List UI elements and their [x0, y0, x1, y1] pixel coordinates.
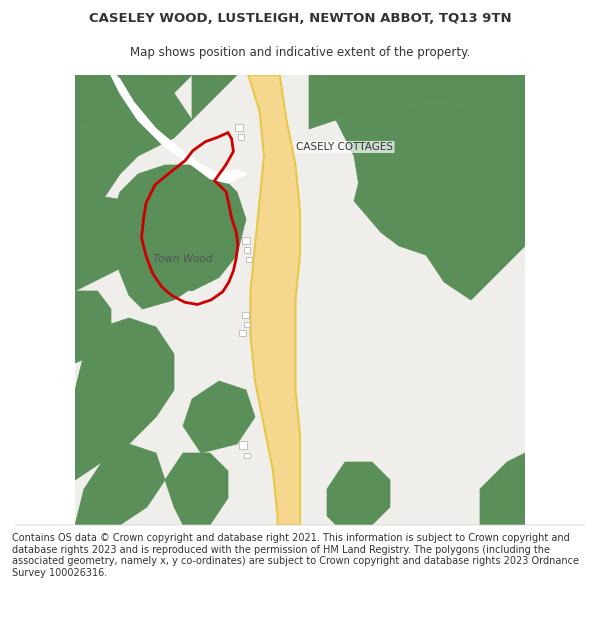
Polygon shape: [75, 444, 165, 525]
Bar: [239, 330, 247, 336]
Text: Contains OS data © Crown copyright and database right 2021. This information is : Contains OS data © Crown copyright and d…: [12, 533, 579, 578]
Polygon shape: [248, 75, 300, 525]
Polygon shape: [327, 462, 390, 525]
Polygon shape: [480, 453, 525, 525]
Polygon shape: [426, 192, 525, 300]
Polygon shape: [75, 196, 147, 291]
Polygon shape: [165, 219, 237, 291]
Bar: [238, 134, 244, 140]
Polygon shape: [165, 453, 228, 525]
Bar: [241, 312, 249, 318]
Bar: [241, 236, 250, 244]
Bar: [244, 453, 250, 458]
Polygon shape: [336, 102, 525, 201]
Bar: [239, 441, 247, 449]
Polygon shape: [309, 75, 525, 129]
Text: Map shows position and indicative extent of the property.: Map shows position and indicative extent…: [130, 46, 470, 59]
Text: Town Wood: Town Wood: [153, 254, 213, 264]
Polygon shape: [111, 165, 246, 309]
Polygon shape: [75, 93, 192, 219]
Text: CASELEY WOOD, LUSTLEIGH, NEWTON ABBOT, TQ13 9TN: CASELEY WOOD, LUSTLEIGH, NEWTON ABBOT, T…: [89, 12, 511, 25]
Bar: [244, 248, 250, 252]
Polygon shape: [75, 291, 111, 363]
Bar: [235, 124, 243, 131]
Polygon shape: [354, 147, 525, 255]
Polygon shape: [111, 75, 246, 183]
Text: CASELY COTTAGES: CASELY COTTAGES: [296, 142, 394, 152]
Bar: [244, 322, 250, 327]
Bar: [246, 257, 252, 262]
Polygon shape: [192, 75, 237, 120]
Polygon shape: [75, 75, 192, 129]
Polygon shape: [183, 381, 255, 453]
Polygon shape: [75, 318, 174, 480]
